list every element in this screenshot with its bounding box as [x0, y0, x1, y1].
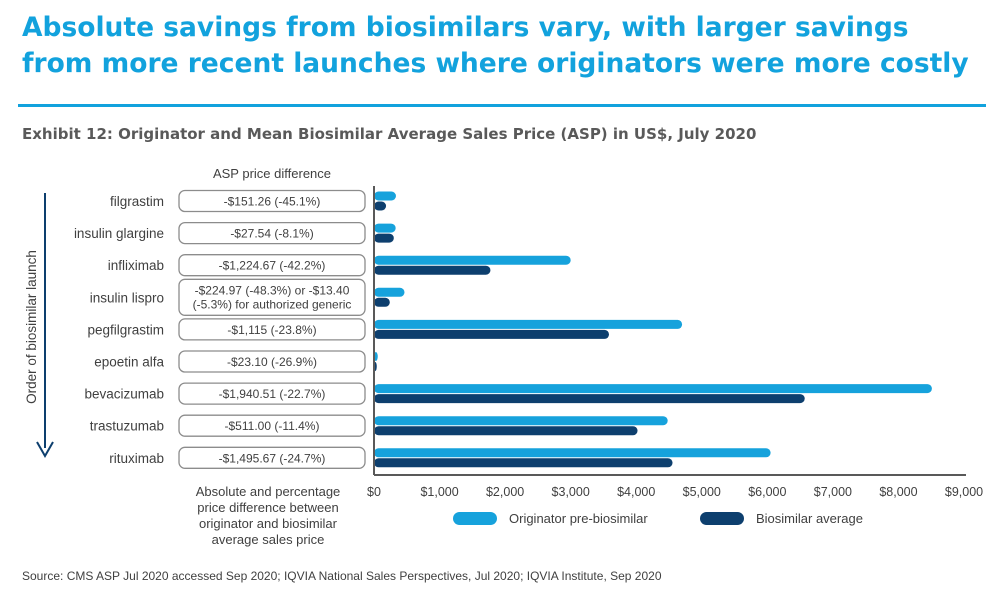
legend-label: Originator pre-biosimilar [509, 511, 648, 526]
source-note: Source: CMS ASP Jul 2020 accessed Sep 20… [22, 569, 662, 583]
category-label: filgrastim [110, 194, 164, 209]
bar-originator [374, 416, 668, 426]
category-label: bevacizumab [84, 387, 164, 402]
difference-note: average sales price [212, 532, 325, 547]
difference-header: ASP price difference [213, 166, 331, 181]
difference-label: -$151.26 (-45.1%) [224, 195, 321, 209]
bar-biosimilar [374, 329, 610, 339]
difference-box [178, 350, 366, 373]
difference-label: -$224.97 (-48.3%) or -$13.40 [195, 283, 350, 297]
x-tick-label: $4,000 [617, 485, 655, 499]
bar-originator [374, 223, 396, 233]
difference-label: -$1,115 (-23.8%) [227, 323, 316, 337]
difference-box [178, 221, 366, 245]
y-axis-title: Order of biosimilar launch [24, 250, 39, 404]
difference-box [178, 414, 366, 437]
category-label: trastuzumab [90, 419, 164, 434]
biosimilar-asp-chart: filgrastim -$151.26 (-45.1%) insulin glarg… [24, 166, 983, 547]
bar-biosimilar [374, 458, 673, 468]
x-tick-label: $0 [367, 485, 381, 499]
difference-note: price difference between [197, 500, 338, 515]
page-headline: Absolute savings from biosimilars vary, … [22, 12, 969, 79]
legend-label: Biosimilar average [756, 511, 863, 526]
exhibit-title: Exhibit 12: Originator and Mean Biosimil… [22, 125, 757, 143]
headline-divider [18, 104, 986, 107]
difference-box [178, 254, 366, 277]
category-label: infliximab [108, 258, 164, 273]
bar-originator [374, 255, 571, 265]
difference-box [178, 446, 366, 469]
bar-originator [374, 384, 932, 394]
difference-label: -$23.10 (-26.9%) [227, 355, 317, 369]
bar-biosimilar [374, 297, 390, 307]
bar-originator [374, 191, 396, 201]
category-label: pegfilgrastim [87, 322, 164, 337]
x-tick-label: $3,000 [552, 485, 590, 499]
x-tick-label: $7,000 [814, 485, 852, 499]
x-tick-label: $8,000 [879, 485, 917, 499]
category-label: rituximab [109, 451, 164, 466]
difference-box [178, 318, 366, 341]
bar-originator [374, 319, 683, 329]
x-tick-label: $1,000 [420, 485, 458, 499]
difference-label: -$1,940.51 (-22.7%) [219, 387, 326, 401]
legend-swatch [700, 512, 744, 525]
difference-box [178, 382, 366, 405]
difference-note: Absolute and percentage [196, 484, 341, 499]
bar-originator [374, 287, 405, 297]
x-tick-label: $5,000 [683, 485, 721, 499]
bar-biosimilar [374, 265, 491, 275]
category-label: insulin glargine [74, 226, 164, 241]
bar-biosimilar [374, 201, 387, 211]
bar-biosimilar [374, 394, 805, 404]
bar-biosimilar [374, 233, 394, 243]
category-label: epoetin alfa [94, 355, 164, 370]
difference-box [178, 278, 366, 316]
difference-box [178, 189, 366, 213]
legend-swatch [453, 512, 497, 525]
arrow-down-icon [36, 441, 54, 459]
bar-biosimilar [374, 426, 638, 436]
x-tick-label: $6,000 [748, 485, 786, 499]
x-tick-label: $2,000 [486, 485, 524, 499]
x-tick-label: $9,000 [945, 485, 983, 499]
difference-label: -$511.00 (-11.4%) [225, 419, 320, 433]
difference-label: -$1,495.67 (-24.7%) [219, 451, 326, 465]
category-label: insulin lispro [90, 290, 164, 305]
difference-label: -$27.54 (-8.1%) [230, 227, 313, 241]
difference-label: -$1,224.67 (-42.2%) [219, 259, 326, 273]
bar-originator [374, 448, 771, 458]
difference-note: originator and biosimilar [199, 516, 338, 531]
difference-label: (-5.3%) for authorized generic [193, 297, 352, 311]
